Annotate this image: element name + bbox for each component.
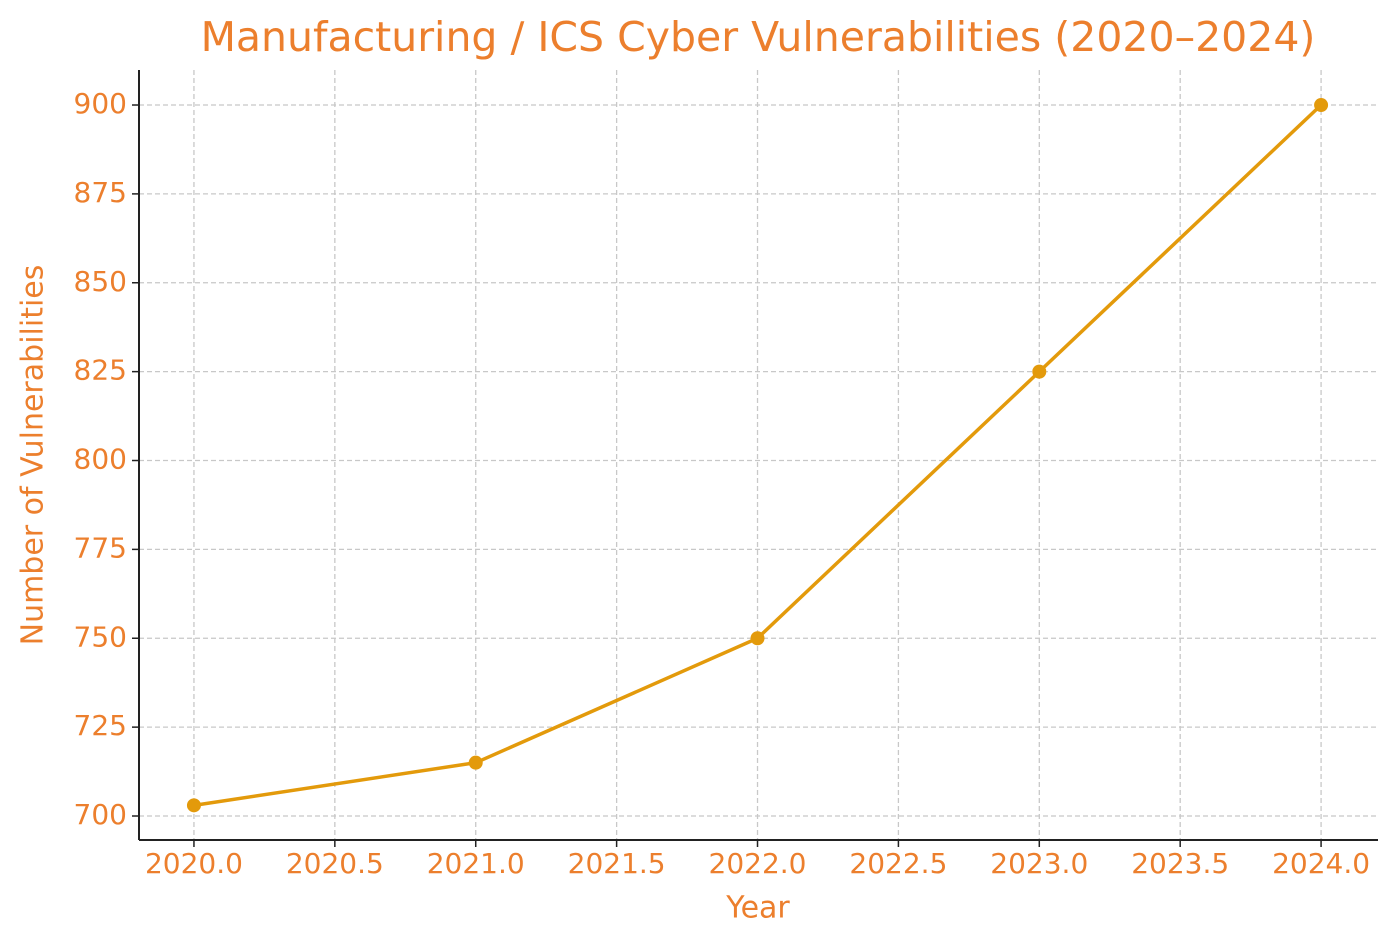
x-tick-label: 2024.0: [1272, 847, 1370, 880]
data-point: [186, 798, 201, 813]
data-point: [468, 755, 483, 770]
y-tick-label: 775: [74, 531, 127, 564]
y-tick-label: 900: [74, 87, 127, 120]
x-tick-label: 2021.5: [568, 847, 666, 880]
y-tick-label: 875: [74, 176, 127, 209]
x-tick-label: 2021.0: [427, 847, 525, 880]
y-tick-label: 825: [74, 354, 127, 387]
y-axis-label: Number of Vulnerabilities: [16, 265, 51, 646]
x-tick-label: 2020.5: [286, 847, 384, 880]
data-point: [1314, 98, 1329, 113]
y-tick-label: 750: [74, 620, 127, 653]
x-tick-label: 2023.0: [990, 847, 1088, 880]
x-tick-label: 2020.0: [145, 847, 243, 880]
x-axis-label: Year: [725, 891, 790, 926]
x-tick-label: 2022.5: [849, 847, 947, 880]
y-tick-label: 800: [74, 443, 127, 476]
data-point: [1032, 364, 1047, 379]
x-tick-label: 2023.5: [1131, 847, 1229, 880]
y-tick-label: 850: [74, 265, 127, 298]
data-point: [750, 631, 765, 646]
y-tick-label: 700: [74, 798, 127, 831]
y-tick-label: 725: [74, 709, 127, 742]
x-tick-label: 2022.0: [709, 847, 807, 880]
chart-title: Manufacturing / ICS Cyber Vulnerabilitie…: [201, 13, 1316, 61]
